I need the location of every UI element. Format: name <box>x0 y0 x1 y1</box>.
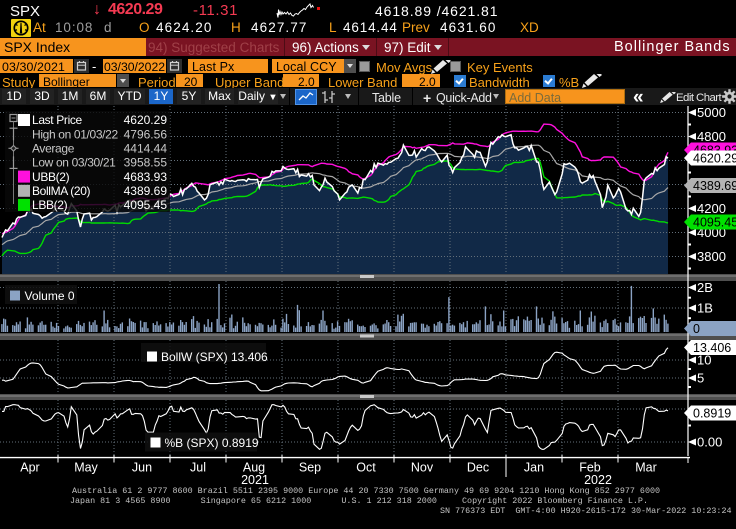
svg-text:BollMA (20): BollMA (20) <box>32 184 91 198</box>
svg-text:UBB(2): UBB(2) <box>32 170 70 184</box>
svg-text:High on 01/03/22: High on 01/03/22 <box>32 127 118 141</box>
svg-text:4620.29: 4620.29 <box>124 113 168 127</box>
svg-text:Sep: Sep <box>299 461 321 475</box>
svg-text:4095.45: 4095.45 <box>124 198 168 212</box>
svg-text:Low on 03/30/21: Low on 03/30/21 <box>32 156 116 170</box>
svg-text:Feb: Feb <box>579 461 601 475</box>
svg-text:May: May <box>74 461 98 475</box>
svg-text:4414.44: 4414.44 <box>124 142 168 156</box>
svg-text:13.406: 13.406 <box>693 341 731 355</box>
svg-text:BollW (SPX) 13.406: BollW (SPX) 13.406 <box>161 350 268 364</box>
svg-text:4389.69: 4389.69 <box>124 184 168 198</box>
svg-text:2022: 2022 <box>584 473 612 487</box>
svg-text:0: 0 <box>693 322 700 336</box>
svg-text:Jul: Jul <box>190 461 206 475</box>
svg-text:Dec: Dec <box>467 461 489 475</box>
svg-text:Average: Average <box>32 142 75 156</box>
svg-text:Volume 0: Volume 0 <box>25 289 75 303</box>
svg-text:Last Price: Last Price <box>32 113 83 127</box>
svg-text:4200: 4200 <box>697 201 726 216</box>
svg-text:5000: 5000 <box>697 105 726 120</box>
svg-text:4095.45: 4095.45 <box>693 216 736 230</box>
svg-text:0.8919: 0.8919 <box>693 407 731 421</box>
svg-text:4683.93: 4683.93 <box>124 170 168 184</box>
svg-text:Nov: Nov <box>411 461 434 475</box>
svg-text:3800: 3800 <box>697 249 726 264</box>
svg-text:4796.56: 4796.56 <box>124 127 168 141</box>
svg-text:4620.29: 4620.29 <box>693 152 736 166</box>
svg-text:1B: 1B <box>697 301 713 316</box>
svg-text:Jun: Jun <box>132 461 152 475</box>
svg-text:Oct: Oct <box>356 461 376 475</box>
svg-text:Aug: Aug <box>243 461 265 475</box>
svg-text:0.00: 0.00 <box>697 435 722 450</box>
svg-text:Apr: Apr <box>20 461 39 475</box>
svg-text:5: 5 <box>697 371 704 386</box>
svg-text:Mar: Mar <box>635 461 657 475</box>
svg-text:%B (SPX) 0.8919: %B (SPX) 0.8919 <box>165 436 259 450</box>
svg-text:Jan: Jan <box>524 461 544 475</box>
svg-text:10: 10 <box>697 353 711 368</box>
svg-text:2B: 2B <box>697 280 713 295</box>
svg-text:2021: 2021 <box>241 473 269 487</box>
svg-text:4389.69: 4389.69 <box>693 179 736 193</box>
svg-text:3958.55: 3958.55 <box>124 156 168 170</box>
svg-text:4800: 4800 <box>697 129 726 144</box>
svg-text:LBB(2): LBB(2) <box>32 198 68 212</box>
